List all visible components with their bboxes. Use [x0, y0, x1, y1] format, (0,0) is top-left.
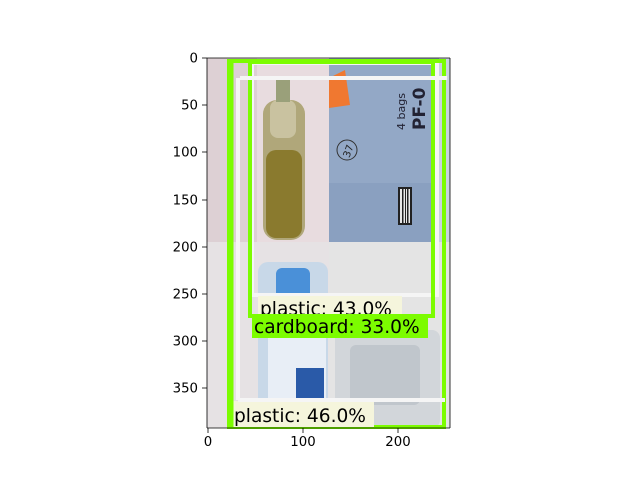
detection-2: cardboard: 33.0%: [248, 60, 435, 338]
y-tick-label: 200: [173, 241, 198, 256]
x-tick-label: 100: [290, 435, 315, 450]
axes-frame: [206, 57, 451, 429]
y-tick-label: 100: [173, 146, 198, 161]
detection-label-bg: [232, 401, 374, 427]
bag-text-4bags: 4 bags: [395, 93, 408, 130]
detections-layer: plastic: 43.0%cardboard: 33.0%plastic: 4…: [227, 59, 447, 429]
x-axis-ticks: 0 100 200: [204, 428, 411, 450]
x-tick-label: 0: [204, 435, 212, 450]
x-tick-label: 200: [385, 435, 410, 450]
y-axis-ticks: 0 50 100 150 200 250 300 350: [173, 52, 207, 397]
y-tick-label: 300: [173, 335, 198, 350]
bag-text-pf: PF-0: [410, 87, 430, 130]
detection-3: plastic: 46.0%: [227, 59, 446, 429]
y-tick-label: 0: [190, 52, 198, 67]
y-tick-label: 350: [173, 382, 198, 397]
y-tick-label: 250: [173, 288, 198, 303]
y-tick-label: 150: [173, 194, 198, 209]
plastic-bottle-photo: [263, 80, 305, 240]
detection-label: cardboard: 33.0%: [254, 317, 420, 338]
bag-number-text: 37: [342, 144, 357, 160]
y-tick-label: 50: [181, 99, 198, 114]
detection-label-bg: [252, 314, 428, 338]
detection-label: plastic: 46.0%: [234, 406, 366, 427]
plastic-bag-photo: [329, 242, 450, 428]
image-panel: 37 4 bags PF-0: [207, 58, 450, 428]
